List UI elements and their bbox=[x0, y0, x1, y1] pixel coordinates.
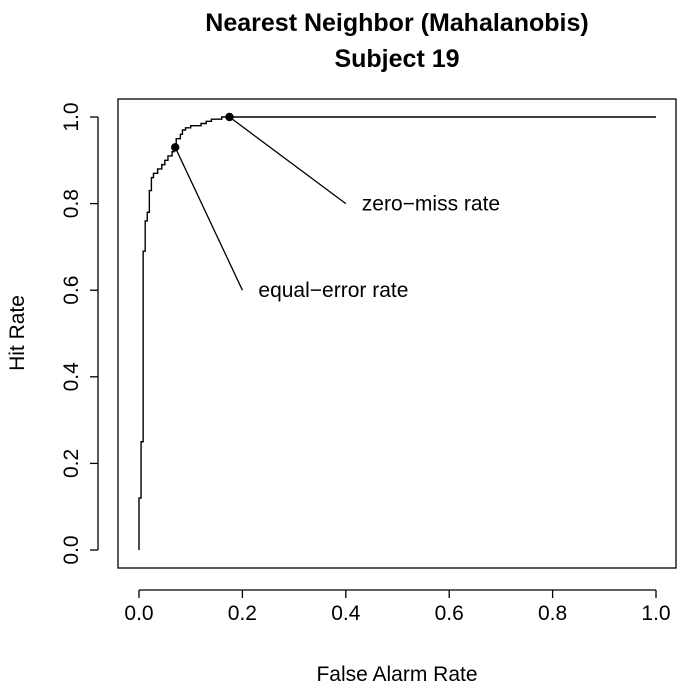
x-axis: 0.0 0.2 0.4 0.6 0.8 1.0 bbox=[124, 589, 671, 625]
x-tick-label: 0.4 bbox=[331, 602, 361, 625]
x-tick-label: 0.6 bbox=[435, 602, 464, 625]
annotation-label: equal−error rate bbox=[258, 279, 408, 302]
x-tick-label: 1.0 bbox=[641, 602, 670, 625]
plot-frame bbox=[117, 98, 677, 569]
roc-curve-line bbox=[138, 116, 656, 550]
x-tick-label: 0.8 bbox=[538, 602, 567, 625]
y-axis: 0.0 0.2 0.4 0.6 0.8 1.0 bbox=[60, 102, 99, 565]
y-tick-label: 0.0 bbox=[60, 535, 83, 564]
annotation-point bbox=[170, 143, 180, 152]
x-tick-label: 0.2 bbox=[228, 602, 257, 625]
y-tick-label: 0.4 bbox=[60, 362, 83, 392]
y-tick-label: 0.6 bbox=[60, 276, 83, 305]
x-tick-label: 0.0 bbox=[124, 602, 153, 625]
annotations-group: equal−error rate zero−miss rate bbox=[170, 112, 500, 302]
y-tick-label: 0.2 bbox=[60, 449, 83, 478]
x-axis-label: False Alarm Rate bbox=[316, 663, 477, 686]
chart-title-line-1: Nearest Neighbor (Mahalanobis) bbox=[205, 9, 588, 37]
annotation-point bbox=[225, 112, 234, 122]
annotation-label: zero−miss rate bbox=[362, 193, 500, 216]
y-axis-label: Hit Rate bbox=[6, 295, 29, 371]
y-tick-label: 1.0 bbox=[60, 102, 83, 131]
annotation-leader-line bbox=[174, 147, 243, 291]
annotation-leader-line bbox=[229, 116, 347, 205]
y-tick-label: 0.8 bbox=[60, 189, 83, 218]
chart-title-line-2: Subject 19 bbox=[334, 45, 459, 73]
